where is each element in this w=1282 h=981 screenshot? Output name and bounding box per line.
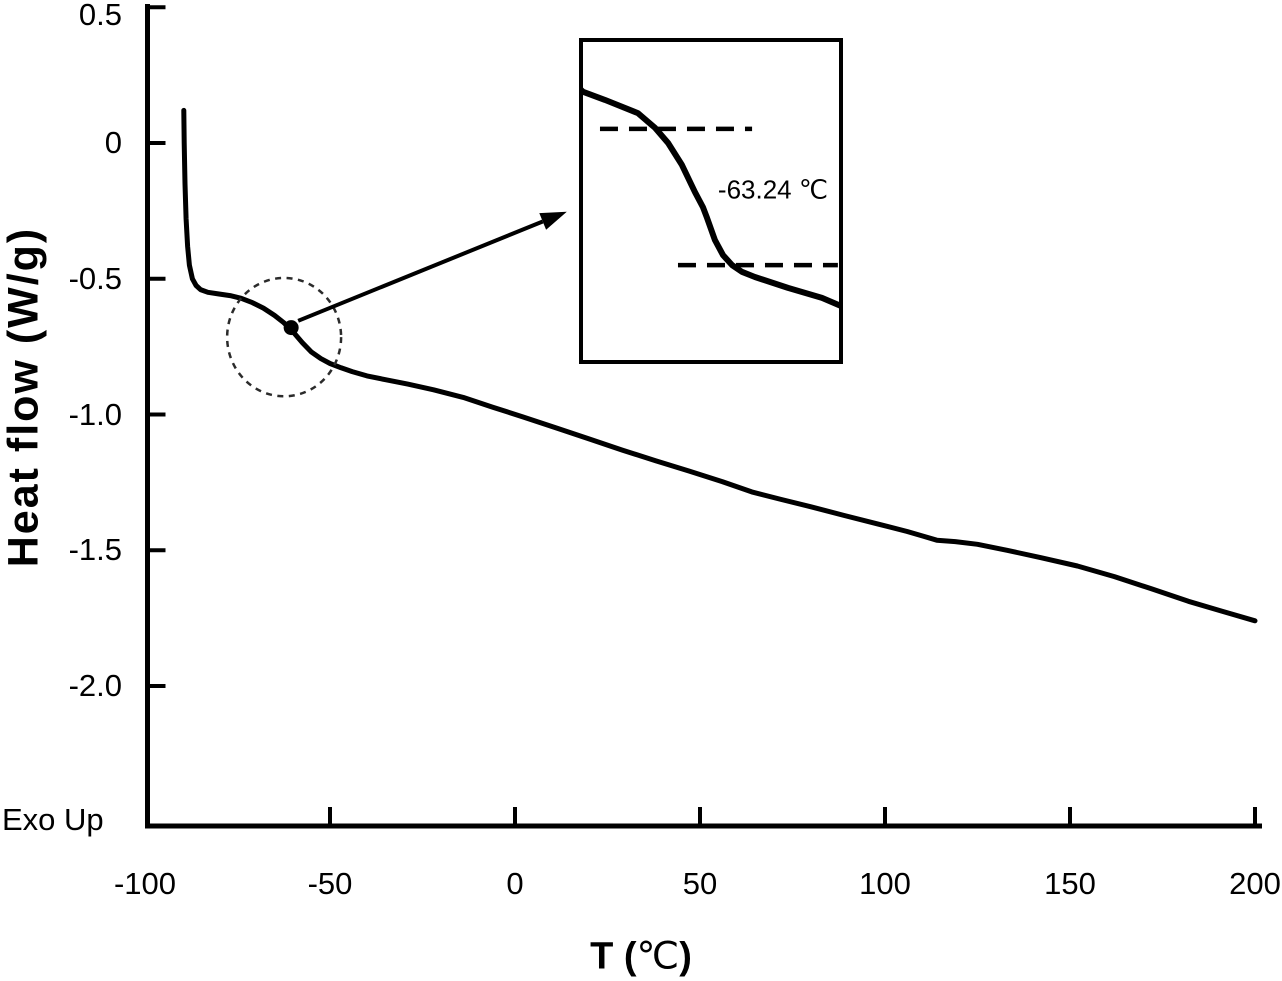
y-axis-title: Heat flow (W/g) <box>0 226 48 568</box>
x-axis-title-suffix: ) <box>679 935 692 978</box>
x-tick-label: -100 <box>113 866 177 901</box>
tg-annotation-label: -63.24 ℃ <box>717 174 829 205</box>
y-tick-label: 0 <box>104 125 122 160</box>
inset-curve <box>578 87 843 309</box>
y-tick-label: -1.0 <box>68 396 122 432</box>
y-tick-label: -2.0 <box>68 668 122 703</box>
x-axis-title: T (℃) <box>590 934 692 979</box>
x-tick-label: 150 <box>1044 866 1096 901</box>
heat-flow-curve <box>181 107 1258 624</box>
tg-highlight-circle <box>225 276 343 398</box>
y-tick-label: -0.5 <box>68 260 122 296</box>
x-tick-label: 100 <box>859 866 911 901</box>
x-tick-label: 50 <box>682 866 718 901</box>
zoom-arrow-head <box>539 211 567 230</box>
y-tick-label: 0.5 <box>78 0 122 32</box>
x-tick-label: -50 <box>307 866 353 901</box>
x-axis-title-prefix: T ( <box>590 935 637 978</box>
tg-marker-dot <box>283 320 299 336</box>
zoom-arrow-line <box>297 219 544 323</box>
x-axis-title-unit: ℃ <box>636 935 680 978</box>
x-tick-label: 0 <box>506 866 524 901</box>
y-tick-label: -1.5 <box>68 532 122 568</box>
x-tick-label: 200 <box>1229 866 1281 901</box>
inset-box <box>579 38 843 364</box>
exo-up-label: Exo Up <box>2 802 104 837</box>
